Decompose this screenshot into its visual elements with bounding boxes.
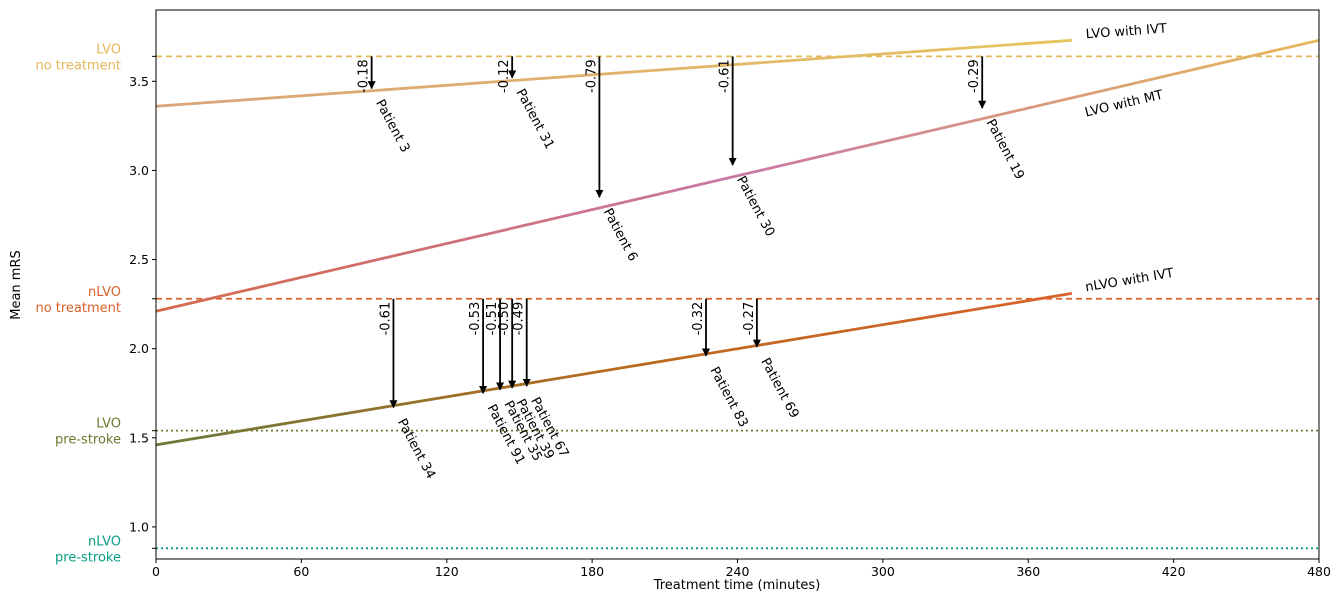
delta-label-patient-3: -0.18 <box>357 59 372 93</box>
patient-label-patient-31: Patient 31 <box>513 87 557 152</box>
y-tick-label-2-5: 2.5 <box>129 252 149 267</box>
delta-label-patient-34: -0.61 <box>378 302 393 336</box>
x-tick-label-420: 420 <box>1162 564 1186 579</box>
ref-label-nlvo-pre-stroke-line1: nLVO <box>88 534 121 549</box>
delta-label-patient-67: -0.49 <box>512 302 527 336</box>
y-axis-title: Mean mRS <box>9 250 24 320</box>
x-tick-label-120: 120 <box>435 564 459 579</box>
patient-arrows <box>367 56 987 409</box>
x-tick-label-360: 360 <box>1016 564 1040 579</box>
delta-label-patient-83: -0.32 <box>691 302 706 336</box>
patient-label-patient-69: Patient 69 <box>757 356 801 421</box>
x-tick-label-300: 300 <box>871 564 895 579</box>
reference-lines <box>156 55 1319 550</box>
ref-label-lvo-no-treatment-line2: no treatment <box>35 58 121 73</box>
series-lines <box>155 38 1320 447</box>
delta-label-patient-19: -0.29 <box>967 59 982 93</box>
patient-label-patient-3: Patient 3 <box>372 97 412 155</box>
axes: 0 60 120 180 240 300 360 420 480 1.0 1.5 2.0 2.5 3.0 3… <box>129 55 1331 579</box>
ref-label-nlvo-pre-stroke-line2: pre-stroke <box>55 550 121 565</box>
delta-label-patient-69: -0.27 <box>742 302 757 336</box>
series-label-lvo-with-ivt: LVO with IVT <box>1085 21 1167 42</box>
x-tick-label-0: 0 <box>152 564 160 579</box>
ref-label-lvo-pre-stroke-line1: LVO <box>96 417 121 432</box>
delta-label-patient-31: -0.12 <box>497 59 512 93</box>
x-tick-label-480: 480 <box>1307 564 1331 579</box>
y-tick-label-3-5: 3.5 <box>129 74 149 89</box>
series-line-lvo-with-mt <box>155 38 1320 313</box>
series-label-nlvo-with-ivt: nLVO with IVT <box>1084 266 1175 295</box>
ref-label-lvo-no-treatment-line1: LVO <box>96 42 121 57</box>
x-tick-label-240: 240 <box>726 564 750 579</box>
delta-label-patient-30: -0.61 <box>718 59 733 93</box>
ref-label-lvo-pre-stroke-line2: pre-stroke <box>55 433 121 448</box>
y-tick-label-2-0: 2.0 <box>129 341 149 356</box>
y-tick-label-1-5: 1.5 <box>129 430 149 445</box>
ref-label-nlvo-no-treatment-line2: no treatment <box>35 301 121 316</box>
x-tick-label-60: 60 <box>293 564 309 579</box>
patient-label-patient-30: Patient 30 <box>733 174 777 239</box>
delta-label-patient-39: -0.50 <box>497 302 512 336</box>
patient-label-patient-34: Patient 34 <box>394 416 438 481</box>
patient-label-patient-19: Patient 19 <box>983 117 1027 182</box>
delta-label-patient-6: -0.79 <box>584 59 599 93</box>
series-line-nlvo-with-ivt <box>155 292 1073 447</box>
series-line-lvo-with-ivt <box>155 38 1072 108</box>
y-tick-label-3-0: 3.0 <box>129 163 149 178</box>
x-tick-label-180: 180 <box>580 564 604 579</box>
ref-label-nlvo-no-treatment-line1: nLVO <box>88 285 121 300</box>
x-axis-title: Treatment time (minutes) <box>653 578 821 593</box>
patient-label-patient-83: Patient 83 <box>706 365 750 430</box>
patient-label-patient-6: Patient 6 <box>600 206 640 264</box>
y-tick-label-1-0: 1.0 <box>129 519 149 534</box>
delta-label-patient-91: -0.53 <box>468 302 483 336</box>
delta-label-patient-35: -0.51 <box>485 302 500 336</box>
